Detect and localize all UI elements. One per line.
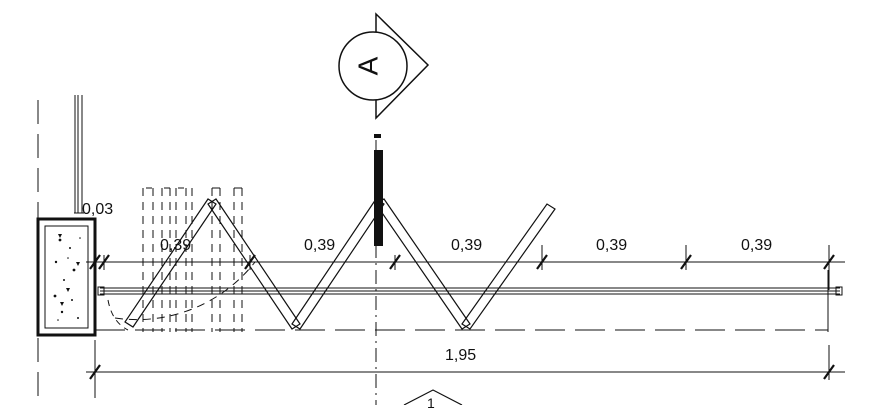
folding-panels bbox=[124, 198, 556, 330]
dimension-panel-1: 0,39 bbox=[160, 237, 192, 254]
panel-5 bbox=[461, 203, 556, 330]
overall-dimension-ticks bbox=[89, 364, 835, 380]
dimension-wall-gap: 0,03 bbox=[82, 201, 114, 218]
panel-4 bbox=[375, 198, 471, 330]
elevation-marker bbox=[403, 389, 463, 405]
column-inner bbox=[44, 225, 89, 329]
elevation-marker-label: 1 bbox=[427, 395, 435, 411]
concrete-hatch bbox=[53, 234, 81, 321]
panel-1 bbox=[124, 198, 217, 328]
frame-profile bbox=[74, 95, 84, 214]
section-marker-label: A bbox=[352, 56, 384, 76]
section-cut-bar bbox=[374, 150, 383, 246]
panel-3 bbox=[291, 198, 385, 330]
section-cut-tick bbox=[374, 134, 381, 138]
concrete-column bbox=[36, 217, 97, 337]
dimension-panel-3: 0,39 bbox=[451, 237, 483, 254]
dimension-panel-2: 0,39 bbox=[304, 237, 336, 254]
panel-2 bbox=[207, 198, 301, 330]
stacked-panels bbox=[142, 187, 243, 332]
panel-dimension-line bbox=[86, 245, 845, 290]
swing-arc bbox=[114, 261, 256, 321]
dimension-panel-5: 0,39 bbox=[741, 237, 773, 254]
dimension-overall: 1,95 bbox=[445, 347, 477, 364]
swing-arc-small bbox=[107, 299, 129, 331]
panel-dimension-ticks bbox=[89, 254, 835, 270]
dimension-panel-4: 0,39 bbox=[596, 237, 628, 254]
section-marker bbox=[338, 12, 430, 120]
overall-dimension-line bbox=[86, 345, 845, 380]
track-rails bbox=[97, 286, 843, 296]
